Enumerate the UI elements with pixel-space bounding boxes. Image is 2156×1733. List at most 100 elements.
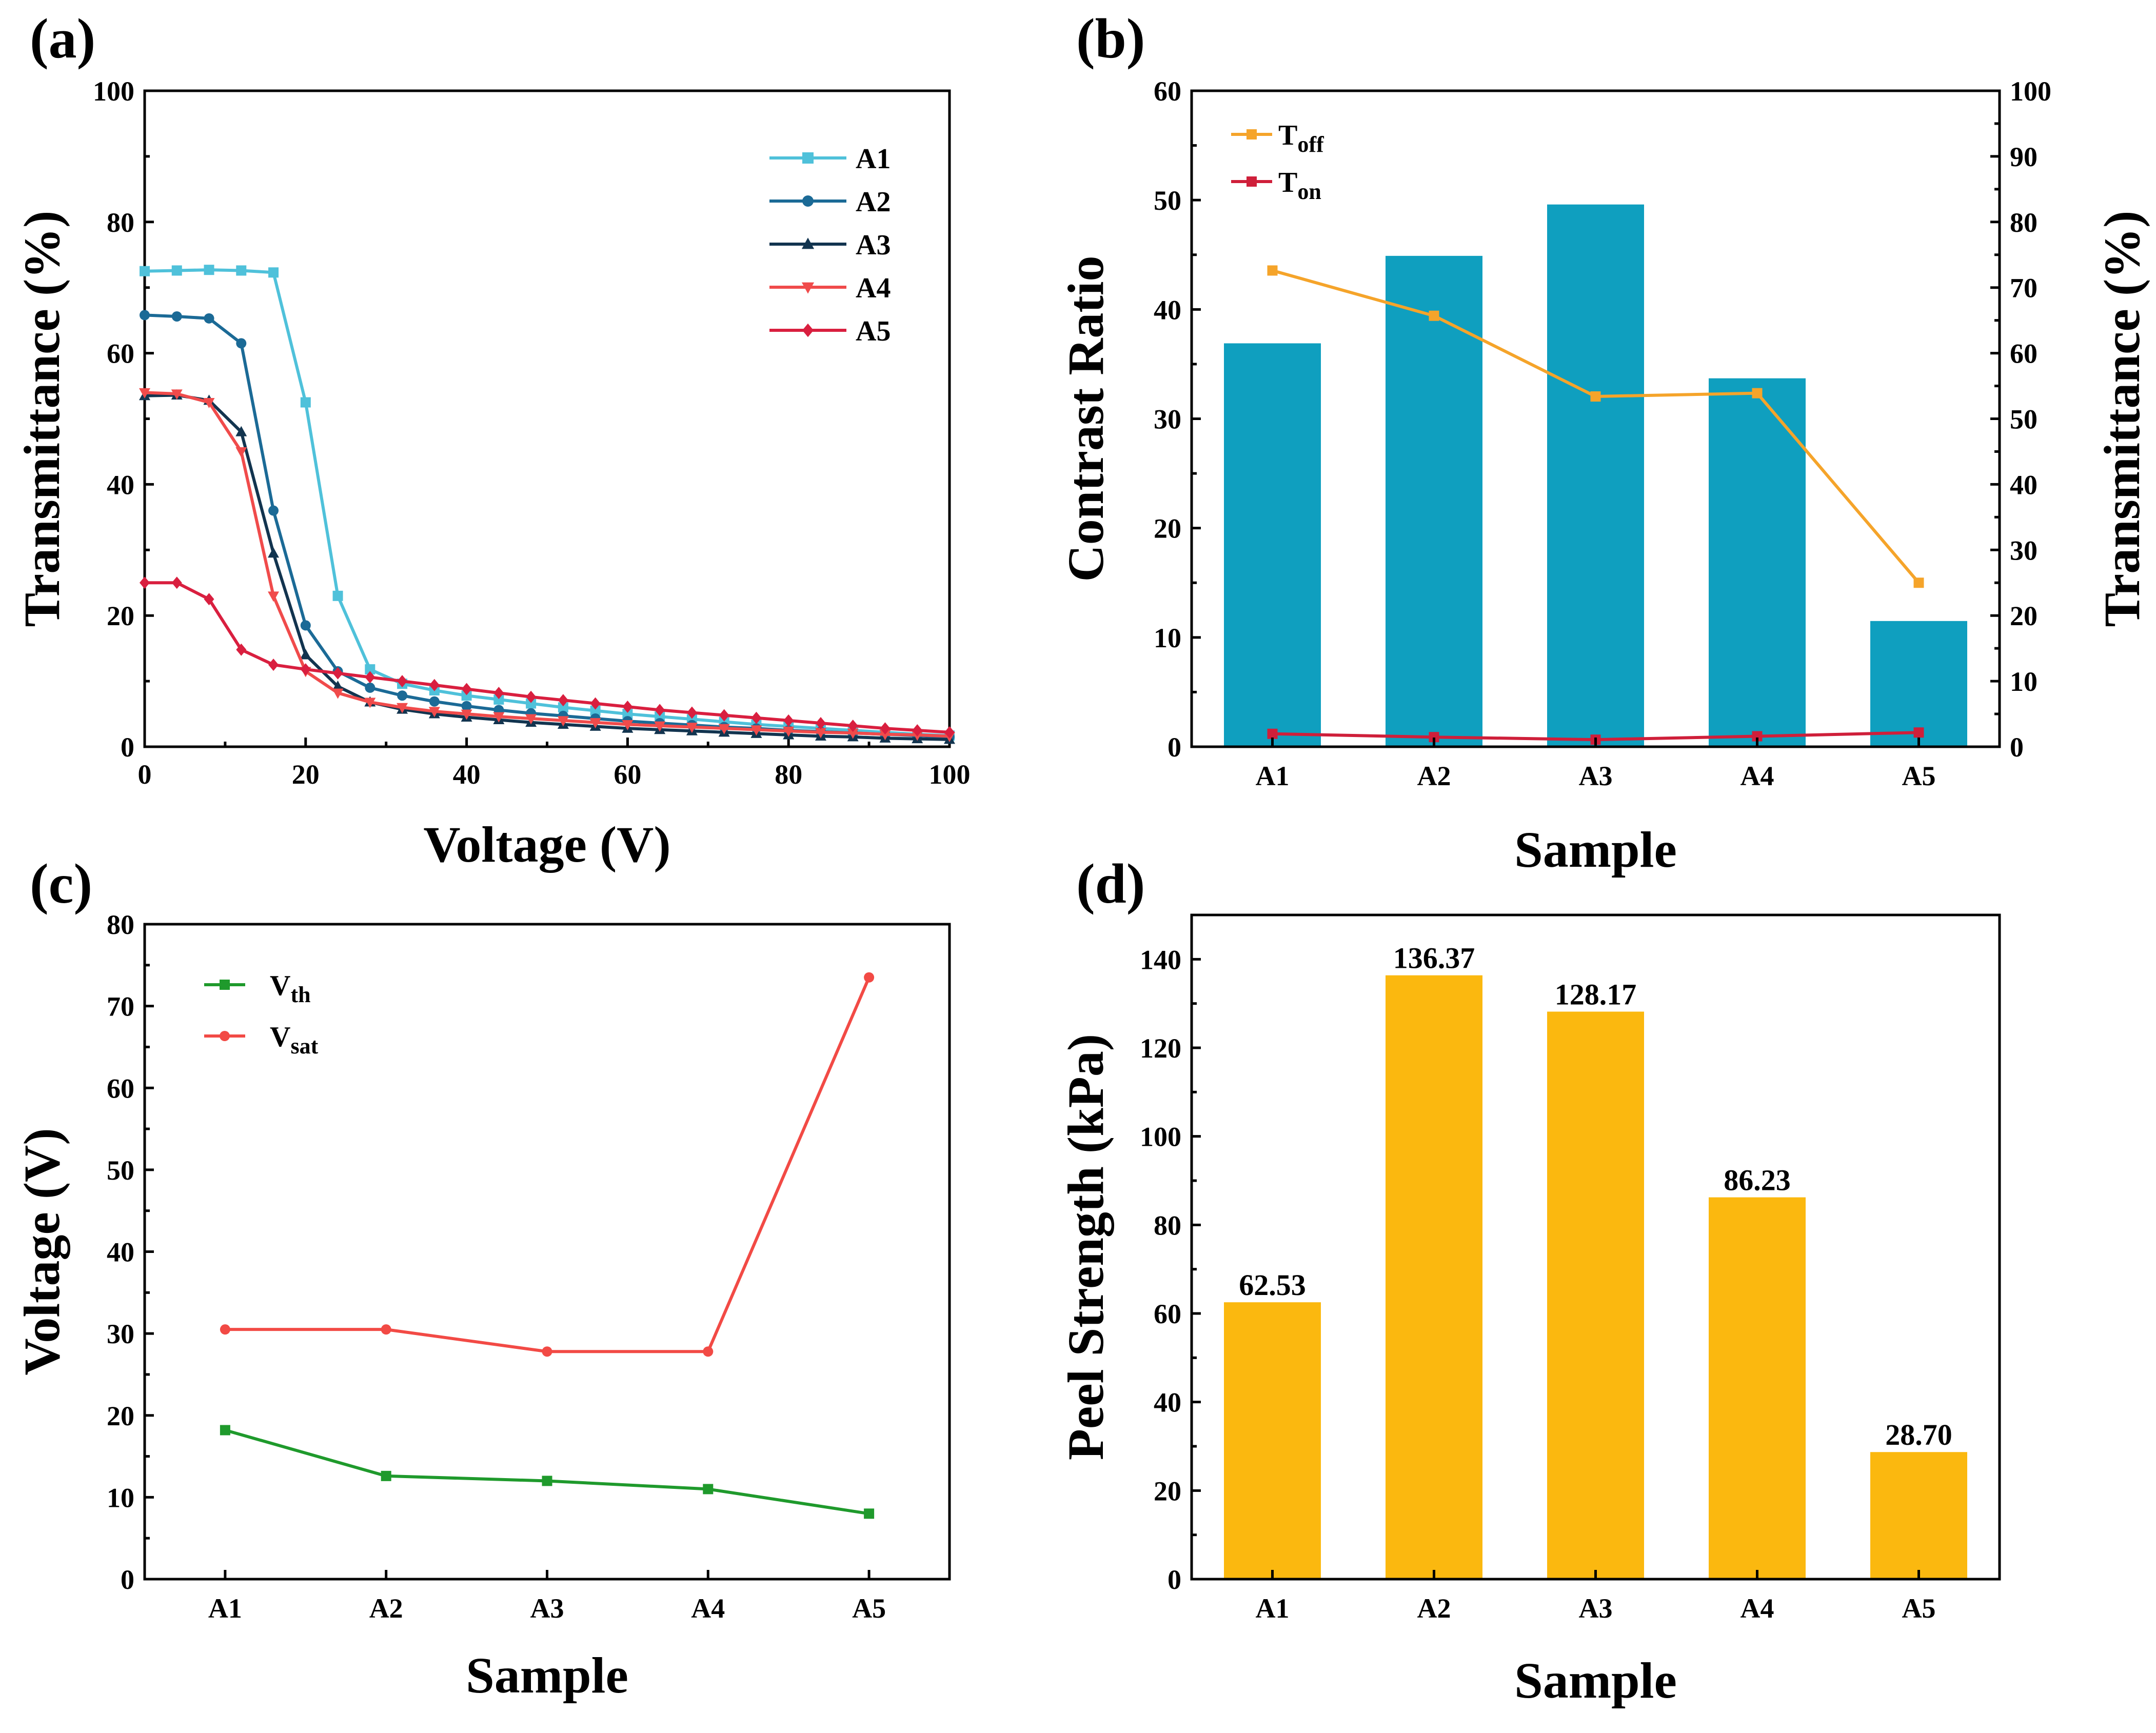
y-tick-label: 10: [107, 1482, 134, 1513]
data-point: [880, 722, 891, 735]
x-tick-label: A5: [1902, 761, 1936, 791]
legend-label-A3: A3: [856, 229, 891, 261]
data-point: [1913, 727, 1924, 738]
x-tick-label: A3: [1579, 761, 1613, 791]
x-tick-label: A2: [1417, 761, 1451, 791]
data-point: [526, 690, 537, 703]
data-point: [365, 664, 375, 675]
data-point: [558, 694, 568, 707]
y-tick-label: 30: [1154, 404, 1181, 435]
data-point: [139, 388, 150, 399]
y2-tick-label: 100: [2010, 76, 2051, 107]
bar-A5: [1870, 621, 1967, 747]
data-point: [332, 590, 343, 601]
data-label-A3: 128.17: [1555, 978, 1637, 1011]
bar-A5: [1870, 1452, 1967, 1579]
data-point: [1752, 388, 1763, 399]
data-point: [428, 707, 440, 718]
data-point: [171, 576, 182, 589]
y-tick-label: 80: [1154, 1210, 1181, 1241]
y2-tick-label: 70: [2010, 273, 2038, 304]
legend-label-Ton: Ton: [1278, 167, 1321, 204]
bar-A3: [1547, 1011, 1644, 1579]
data-point: [493, 687, 504, 700]
y-tick-label: 50: [1154, 185, 1181, 216]
bar-A2: [1386, 255, 1482, 747]
data-label-A2: 136.37: [1393, 942, 1475, 975]
y-tick-label: 50: [107, 1155, 134, 1186]
legend-marker: [1247, 176, 1257, 187]
data-point: [864, 972, 875, 983]
y2-tick-label: 90: [2010, 142, 2038, 172]
y-tick-label: 80: [107, 909, 134, 940]
panel-a: (a) 0 20 40 60 80 100 0 20 40 60 80 100 Voltage (V) Tr…: [13, 7, 971, 873]
data-point: [332, 680, 344, 691]
y2-tick-label: 0: [2010, 732, 2024, 763]
y-axis-title-a: Transmittance (%): [13, 211, 70, 627]
data-point: [558, 702, 568, 713]
y-tick-label: 60: [107, 1073, 134, 1104]
x-tick-label: A3: [1579, 1593, 1613, 1624]
legend-marker: [801, 282, 815, 294]
data-point: [1429, 310, 1439, 321]
data-point: [557, 716, 569, 727]
x-tick-label: A1: [208, 1593, 242, 1624]
panel-c: (c) A1 A2 A3 A4 A5 0 10 20 30 40 50 60 70 80 Sample Volt…: [13, 852, 951, 1704]
x-axis-title-b: Sample: [1514, 821, 1677, 878]
data-point: [268, 505, 279, 516]
data-point: [751, 711, 762, 724]
y-tick-label: 60: [1154, 76, 1181, 107]
data-point: [203, 398, 215, 409]
data-point: [236, 265, 247, 276]
legend-marker: [802, 195, 814, 207]
y2-tick-label: 40: [2010, 469, 2038, 500]
x-axis-title-a: Voltage (V): [423, 816, 670, 873]
series-line-Vsat: [225, 977, 871, 1353]
series-A1: [140, 265, 955, 741]
y-tick-label: 20: [107, 1401, 134, 1431]
data-point: [332, 688, 344, 699]
bar-A3: [1547, 204, 1644, 747]
y-tick-label: 0: [121, 1564, 134, 1595]
data-point: [204, 313, 214, 324]
y-tick-label: 0: [1168, 732, 1181, 763]
series-line-A3: [144, 393, 950, 741]
data-point: [703, 1346, 714, 1357]
data-point: [847, 720, 858, 732]
data-point: [235, 426, 247, 436]
x-axis-title-c: Sample: [466, 1647, 628, 1704]
series-line-A4: [144, 391, 950, 738]
legend-marker: [802, 152, 814, 164]
x-tick-label: A4: [691, 1593, 725, 1624]
data-point: [461, 690, 472, 701]
x-tick-label: 80: [775, 759, 802, 790]
legend-marker: [802, 323, 814, 337]
panel-letter-c: (c): [30, 852, 92, 915]
data-point: [461, 709, 472, 720]
bar-A1: [1224, 343, 1321, 747]
series-line-Vth: [225, 1428, 869, 1516]
data-point: [493, 694, 504, 705]
legend-label-Vsat: Vsat: [270, 1021, 319, 1059]
series-line-A5: [145, 581, 950, 734]
data-point: [268, 591, 280, 602]
y2-tick-label: 60: [2010, 338, 2038, 369]
bar-A2: [1386, 975, 1482, 1579]
y-tick-label: 140: [1140, 944, 1181, 975]
legend-label-A4: A4: [856, 272, 891, 304]
y-axis-title-c: Voltage (V): [13, 1128, 70, 1375]
y2-tick-label: 50: [2010, 404, 2038, 435]
y2-axis-title-b: Transmittance (%): [2093, 211, 2150, 627]
legend-marker: [1247, 129, 1257, 140]
data-point: [525, 714, 537, 725]
series-A2: [140, 310, 955, 742]
x-tick-label: 60: [614, 759, 641, 790]
plot-frame-b: [1190, 89, 2001, 748]
data-point: [622, 720, 634, 731]
data-point: [300, 397, 311, 408]
x-tick-label: A3: [530, 1593, 564, 1624]
data-point: [364, 698, 376, 708]
data-point: [220, 1324, 230, 1335]
data-point: [1752, 731, 1763, 742]
